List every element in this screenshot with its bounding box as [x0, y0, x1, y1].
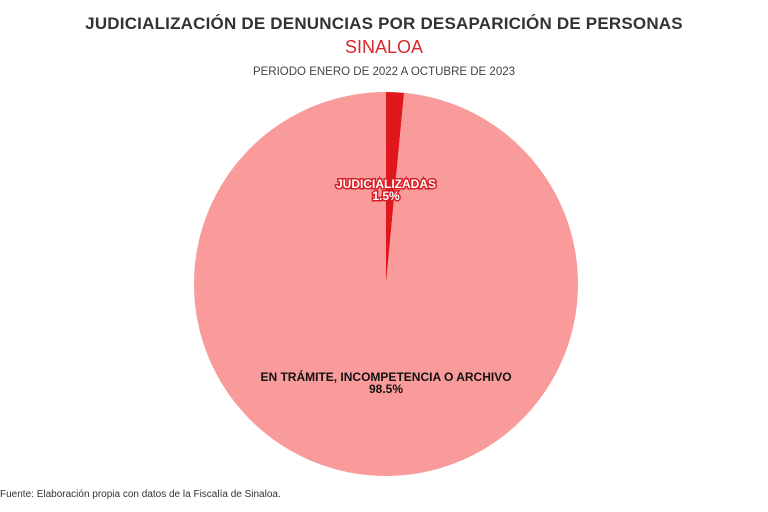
chart-period: PERIODO ENERO DE 2022 A OCTUBRE DE 2023 — [252, 66, 516, 78]
pie-slice-1 — [193, 92, 578, 476]
slice-value-label-1: 98.5% — [369, 382, 403, 396]
chart-source: Fuente: Elaboración propia con datos de … — [0, 489, 281, 500]
pie-slice-0 — [386, 92, 405, 284]
chart-subtitle: SINALOA — [344, 37, 424, 57]
chart-title: JUDICIALIZACIÓN DE DENUNCIAS POR DESAPAR… — [85, 14, 683, 33]
slice-label-0: JUDICIALIZADAS — [336, 177, 436, 191]
slice-value-label-0: 1.5% — [372, 189, 400, 203]
slice-label-1: EN TRÁMITE, INCOMPETENCIA O ARCHIVO — [260, 369, 511, 384]
